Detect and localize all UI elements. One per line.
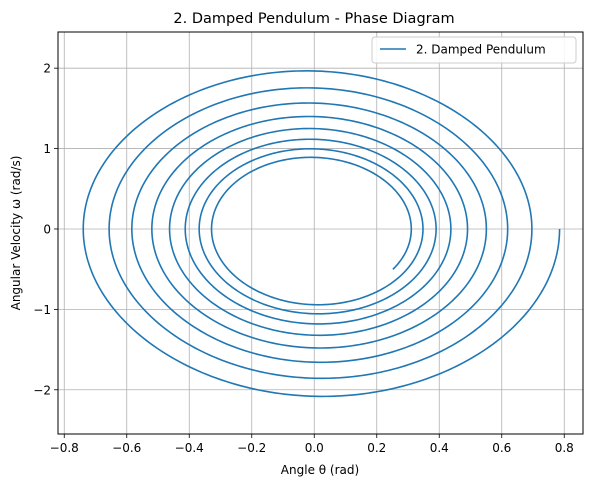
y-tick-label: 2 — [43, 62, 51, 76]
y-tick-label: 0 — [43, 222, 51, 236]
x-tick-label: 0.0 — [305, 441, 324, 455]
y-axis-label: Angular Velocity ω (rad/s) — [9, 156, 23, 311]
series-line-damped-pendulum — [82, 70, 561, 398]
series-layer — [82, 70, 561, 398]
x-tick-label: 0.4 — [430, 441, 449, 455]
x-tick-label: 0.6 — [492, 441, 511, 455]
x-tick-label: −0.2 — [237, 441, 266, 455]
legend-label: 2. Damped Pendulum — [416, 43, 546, 57]
legend: 2. Damped Pendulum — [371, 36, 577, 64]
legend-box — [371, 36, 577, 64]
x-axis-label: Angle θ (rad) — [281, 463, 359, 477]
x-tick-label: −0.4 — [175, 441, 204, 455]
y-tick-label: −1 — [33, 303, 51, 317]
plot-frame — [57, 31, 584, 435]
y-tick-label: 1 — [43, 142, 51, 156]
x-tick-label: 0.2 — [367, 441, 386, 455]
grid — [58, 32, 583, 434]
y-tick-label: −2 — [33, 383, 51, 397]
x-tick-label: −0.6 — [112, 441, 141, 455]
x-tick-label: −0.8 — [50, 441, 79, 455]
chart-title: 2. Damped Pendulum - Phase Diagram — [173, 11, 454, 27]
axis-ticks: −0.8 −0.6 −0.4 −0.2 0.0 0.2 0.4 0.6 0.8 −2 −1 0 1 2 — [33, 62, 574, 455]
x-tick-label: 0.8 — [555, 441, 574, 455]
